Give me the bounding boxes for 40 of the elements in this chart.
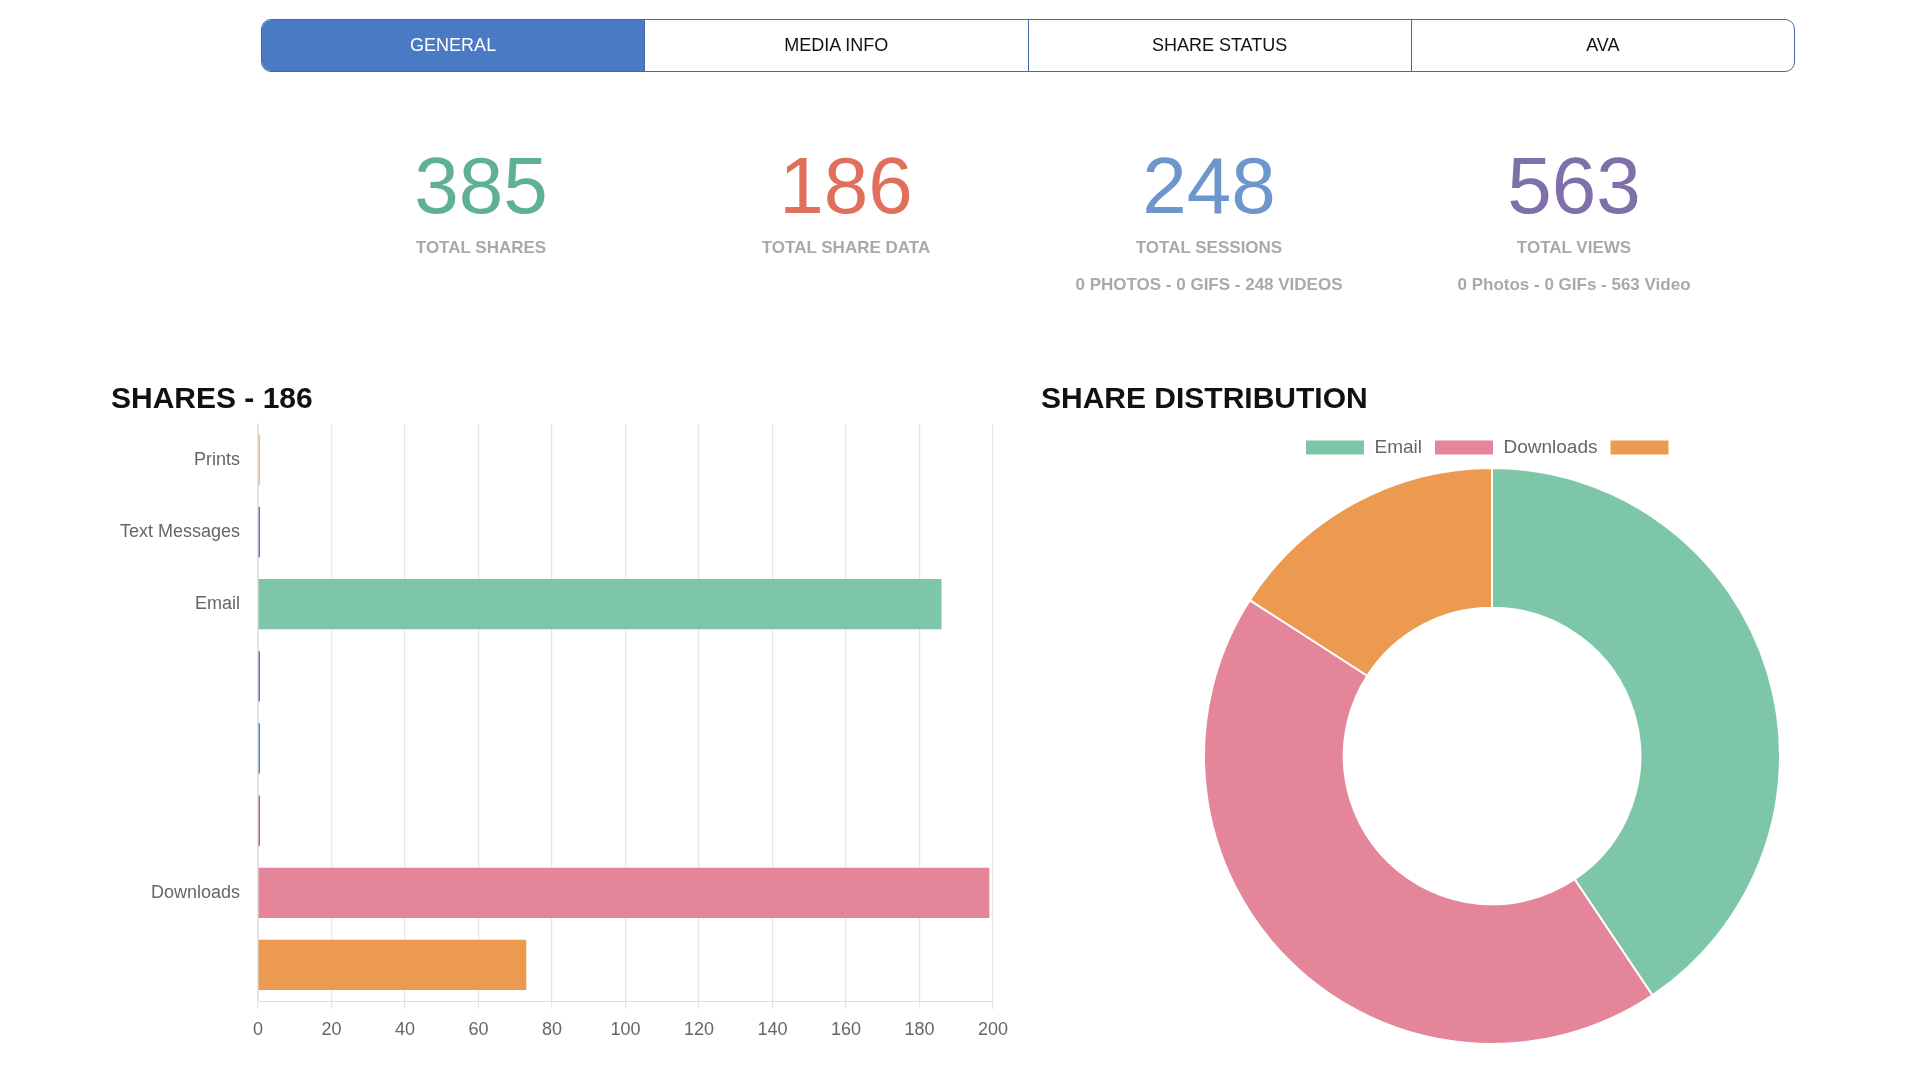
data-label: 186 (778, 141, 914, 230)
category-label: AVA (1586, 35, 1620, 56)
category-label: TOTAL SESSIONS (1134, 238, 1284, 258)
category-label: TOTAL SHARES (414, 238, 548, 258)
y-tick-label: Email (194, 593, 240, 614)
category-label: GENERAL (410, 35, 497, 56)
bar (258, 939, 527, 991)
text: 0 Photos - 0 GIFs - 563 Video (1456, 275, 1692, 295)
y-tick-label: Downloads (150, 881, 240, 902)
data-label: 563 (1506, 141, 1642, 230)
x-tick-label: 80 (541, 1018, 563, 1039)
x-tick-label: 160 (830, 1018, 862, 1039)
x-tick-label: 120 (683, 1018, 715, 1039)
x-tick-label: 60 (468, 1018, 489, 1039)
category-label: TOTAL SHARE DATA (760, 238, 932, 258)
category-label: SHARE STATUS (1151, 35, 1288, 56)
legend-label: Downloads (1503, 435, 1598, 457)
bar (258, 867, 990, 918)
tab[interactable]: AVA (1410, 20, 1794, 71)
category-label: TOTAL VIEWS (1515, 238, 1633, 258)
x-tick-label: 200 (977, 1018, 1009, 1039)
x-tick-label: 0 (252, 1018, 264, 1039)
y-tick-label: Prints (193, 448, 240, 469)
data-label: 385 (413, 141, 549, 230)
chart-title: SHARE DISTRIBUTION (1041, 380, 1368, 416)
x-tick-label: 140 (757, 1018, 788, 1039)
y-tick-label: Text Messages (119, 520, 240, 541)
chart-title: SHARES - 186 (111, 380, 313, 416)
tab[interactable]: GENERAL (262, 20, 645, 71)
tab[interactable]: MEDIA INFO (644, 20, 1028, 71)
category-label: MEDIA INFO (784, 35, 889, 56)
tab[interactable]: SHARE STATUS (1027, 20, 1411, 71)
x-tick-label: 20 (321, 1018, 342, 1039)
legend-label: Email (1374, 435, 1423, 457)
bar (258, 579, 942, 630)
x-tick-label: 100 (610, 1018, 641, 1039)
x-tick-label: 40 (394, 1018, 416, 1039)
text: 0 PHOTOS - 0 GIFS - 248 VIDEOS (1074, 275, 1344, 295)
data-label: 248 (1141, 141, 1277, 230)
x-tick-label: 180 (904, 1018, 935, 1039)
